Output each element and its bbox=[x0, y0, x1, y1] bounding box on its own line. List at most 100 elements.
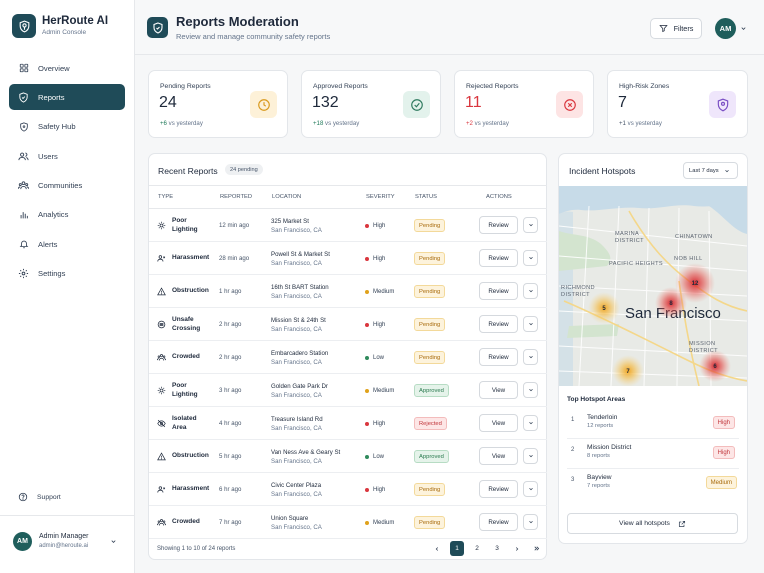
map-marker: 8 bbox=[669, 301, 673, 307]
row-expand-button[interactable] bbox=[523, 349, 538, 365]
severity-label: High bbox=[373, 222, 386, 229]
sidebar-item-alerts[interactable]: Alerts bbox=[9, 231, 125, 257]
stat-label: High-Risk Zones bbox=[619, 83, 670, 90]
external-link-icon bbox=[678, 520, 686, 528]
hotspot-area-item[interactable]: 2 Mission District 8 reports High bbox=[567, 442, 737, 466]
table-row[interactable]: Harassment 6 hr ago Civic Center Plaza S… bbox=[149, 473, 547, 506]
hotspot-map[interactable]: MARINA DISTRICT CHINATOWN PACIFIC HEIGHT… bbox=[559, 186, 747, 386]
row-expand-button[interactable] bbox=[523, 481, 538, 497]
report-location: Treasure Island Rd San Francisco, CA bbox=[271, 415, 323, 433]
chevron-down-icon bbox=[528, 454, 533, 458]
table-row[interactable]: Poor Lighting 3 hr ago Golden Gate Park … bbox=[149, 374, 547, 407]
map-label: PACIFIC HEIGHTS bbox=[609, 261, 663, 267]
shield-icon bbox=[18, 92, 29, 103]
stat-card-pending[interactable]: Pending Reports 24 +6 vs yesterday bbox=[148, 70, 288, 138]
table-row[interactable]: Poor Lighting 12 min ago 325 Market St S… bbox=[149, 209, 547, 242]
severity-label: Low bbox=[373, 354, 385, 361]
row-expand-button[interactable] bbox=[523, 250, 538, 266]
table-row[interactable]: Crowded 7 hr ago Union Square San Franci… bbox=[149, 506, 547, 539]
pagination-next-button[interactable] bbox=[510, 541, 524, 556]
filters-button[interactable]: Filters bbox=[650, 18, 702, 39]
chevron-down-icon[interactable] bbox=[110, 538, 117, 545]
table-row[interactable]: Obstruction 5 hr ago Van Ness Ave & Gear… bbox=[149, 440, 547, 473]
stat-delta: +2 vs yesterday bbox=[466, 120, 509, 127]
harassment-icon bbox=[157, 255, 166, 262]
row-expand-button[interactable] bbox=[523, 283, 538, 299]
crossing-icon bbox=[157, 320, 166, 329]
map-label: DISTRICT bbox=[689, 348, 718, 354]
map-label: MISSION bbox=[689, 341, 715, 347]
stat-delta: +6 vs yesterday bbox=[160, 120, 203, 127]
row-expand-button[interactable] bbox=[523, 382, 538, 398]
support-label: Support bbox=[37, 493, 61, 501]
stat-card-approved[interactable]: Approved Reports 132 +18 vs yesterday bbox=[301, 70, 441, 138]
stat-card-rejected[interactable]: Rejected Reports 11 +2 vs yesterday bbox=[454, 70, 594, 138]
sidebar-item-users[interactable]: Users bbox=[9, 143, 125, 169]
incident-hotspots-panel: Incident Hotspots Last 7 days bbox=[558, 153, 748, 544]
table-row[interactable]: Isolated Area 4 hr ago Treasure Island R… bbox=[149, 407, 547, 440]
status-badge: Pending bbox=[414, 285, 446, 298]
row-expand-button[interactable] bbox=[523, 448, 538, 464]
location-street: Embarcadero Station bbox=[271, 350, 329, 357]
row-action-button[interactable]: Review bbox=[479, 282, 518, 300]
row-action-button[interactable]: View bbox=[479, 414, 518, 432]
row-expand-button[interactable] bbox=[523, 514, 538, 530]
sidebar-item-reports[interactable]: Reports bbox=[9, 84, 125, 111]
severity: Medium bbox=[365, 275, 394, 308]
support-link[interactable]: Support bbox=[18, 492, 61, 502]
row-action-button[interactable]: View bbox=[479, 381, 518, 399]
sidebar-item-label: Analytics bbox=[38, 210, 69, 220]
chevron-down-icon[interactable] bbox=[740, 25, 747, 32]
sidebar-item-label: Settings bbox=[38, 269, 66, 279]
column-header: LOCATION bbox=[272, 194, 302, 200]
header: Reports Moderation Review and manage com… bbox=[135, 0, 764, 55]
severity: High bbox=[365, 407, 385, 440]
pagination-prev-button[interactable] bbox=[430, 541, 444, 556]
table-row[interactable]: Crowded 2 hr ago Embarcadero Station San… bbox=[149, 341, 547, 374]
pagination-page-3[interactable]: 3 bbox=[495, 545, 499, 552]
table-row[interactable]: Obstruction 1 hr ago 16th St BART Statio… bbox=[149, 275, 547, 308]
row-action-button[interactable]: Review bbox=[479, 348, 518, 366]
severity: Medium bbox=[365, 506, 394, 539]
hotspot-area-item[interactable]: 1 Tenderloin 12 reports High bbox=[567, 412, 737, 436]
row-action-button[interactable]: Review bbox=[479, 480, 518, 498]
filter-icon bbox=[658, 24, 668, 33]
location-street: Mission St & 24th St bbox=[271, 317, 326, 324]
location-city: San Francisco, CA bbox=[271, 491, 322, 498]
pagination-page-1[interactable]: 1 bbox=[450, 541, 464, 556]
row-expand-button[interactable] bbox=[523, 217, 538, 233]
stat-delta: +1 vs yesterday bbox=[619, 120, 662, 127]
row-expand-button[interactable] bbox=[523, 316, 538, 332]
row-action-button[interactable]: Review bbox=[479, 249, 518, 267]
sidebar-item-settings[interactable]: Settings bbox=[9, 261, 125, 287]
view-all-hotspots-button[interactable]: View all hotspots bbox=[567, 513, 738, 534]
user-menu[interactable]: AM Admin Manager admin@heroute.ai bbox=[13, 532, 88, 551]
map-marker: 7 bbox=[626, 369, 630, 375]
pagination-last-button[interactable] bbox=[529, 541, 543, 556]
stat-card-high-risk[interactable]: High-Risk Zones 7 +1 vs yesterday bbox=[607, 70, 748, 138]
sidebar-item-analytics[interactable]: Analytics bbox=[9, 202, 125, 228]
location-street: 325 Market St bbox=[271, 218, 309, 225]
row-action-button[interactable]: Review bbox=[479, 216, 518, 234]
chevron-down-icon bbox=[528, 256, 533, 260]
sidebar-item-overview[interactable]: Overview bbox=[9, 55, 125, 81]
sun-icon bbox=[157, 221, 166, 230]
severity-dot bbox=[365, 520, 369, 525]
date-range-select[interactable]: Last 7 days bbox=[683, 162, 738, 179]
brand[interactable]: HerRoute AI Admin Console bbox=[12, 14, 108, 38]
sidebar-divider bbox=[0, 515, 135, 516]
row-action-button[interactable]: Review bbox=[479, 315, 518, 333]
table-row[interactable]: Unsafe Crossing 2 hr ago Mission St & 24… bbox=[149, 308, 547, 341]
row-expand-button[interactable] bbox=[523, 415, 538, 431]
row-action-button[interactable]: Review bbox=[479, 513, 518, 531]
sidebar-item-safety-hub[interactable]: Safety Hub bbox=[9, 114, 125, 140]
pagination-page-2[interactable]: 2 bbox=[475, 545, 479, 552]
location-city: San Francisco, CA bbox=[271, 326, 322, 333]
sidebar-item-communities[interactable]: Communities bbox=[9, 173, 125, 199]
row-action-button[interactable]: View bbox=[479, 447, 518, 465]
column-header: REPORTED bbox=[220, 194, 253, 200]
warning-icon bbox=[157, 452, 166, 461]
hotspot-area-item[interactable]: 3 Bayview 7 reports Medium bbox=[567, 472, 737, 496]
table-row[interactable]: Harassment 28 min ago Powell St & Market… bbox=[149, 242, 547, 275]
avatar[interactable]: AM bbox=[715, 18, 736, 39]
